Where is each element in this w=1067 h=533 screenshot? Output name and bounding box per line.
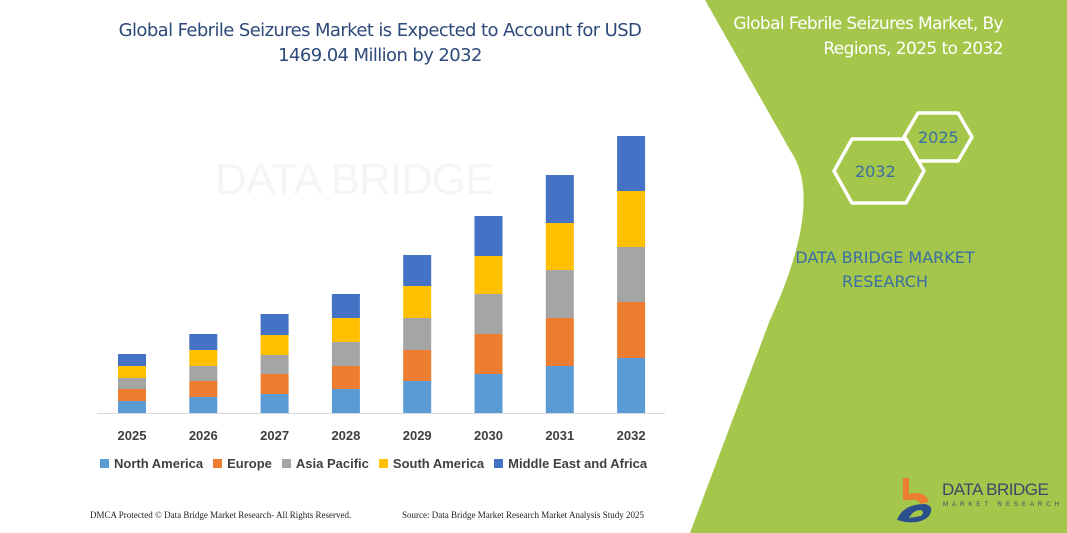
bar-middle-east-and-africa-2031 (545, 175, 574, 223)
bar-asia-pacific-2028 (331, 342, 360, 366)
bar-south-america-2027 (260, 335, 289, 355)
bar-europe-2027 (260, 374, 289, 394)
bar-middle-east-and-africa-2030 (474, 216, 503, 256)
bar-middle-east-and-africa-2026 (189, 334, 218, 350)
x-tick-label: 2027 (260, 428, 289, 443)
stacked-bar-chart: 2025 2026 2027 2028 2029 2030 2031 2032 (97, 136, 665, 443)
bar-europe-2025 (118, 389, 146, 401)
bar-middle-east-and-africa-2027 (260, 314, 289, 335)
legend-item: Europe (213, 456, 272, 471)
bar-north-america-2031 (545, 366, 574, 413)
brand-line1: DATA BRIDGE MARKET (795, 248, 975, 267)
bar-north-america-2030 (474, 374, 503, 413)
brand-line2: RESEARCH (842, 272, 928, 291)
bar-asia-pacific-2025 (118, 378, 146, 389)
legend-swatch (213, 459, 223, 468)
bar-asia-pacific-2027 (260, 355, 289, 374)
bar-north-america-2028 (331, 389, 360, 413)
legend-label: Europe (227, 456, 272, 471)
legend-swatch (281, 459, 291, 468)
x-tick-label: 2029 (403, 428, 432, 443)
side-title: Global Febrile Seizures Market, By Regio… (715, 12, 1003, 62)
legend-item: South America (378, 456, 485, 471)
legend-swatch (378, 459, 388, 468)
watermark: DATA BRIDGE (215, 155, 494, 204)
bar-south-america-2026 (189, 350, 218, 366)
legend-item: Asia Pacific (281, 456, 369, 471)
bar-middle-east-and-africa-2028 (331, 294, 360, 318)
bar-asia-pacific-2026 (189, 366, 218, 381)
bar-asia-pacific-2032 (617, 247, 646, 302)
chart-title: Global Febrile Seizures Market is Expect… (118, 20, 642, 66)
x-tick-label: 2032 (617, 428, 646, 443)
bar-south-america-2028 (331, 318, 360, 342)
bar-middle-east-and-africa-2032 (617, 136, 646, 191)
side-title-line2: Regions, 2025 to 2032 (823, 39, 1003, 59)
footer-source: Source: Data Bridge Market Research Mark… (402, 510, 644, 520)
bar-south-america-2029 (403, 286, 432, 318)
bar-europe-2030 (474, 334, 503, 374)
bar-europe-2031 (545, 318, 574, 366)
bar-europe-2028 (331, 366, 360, 389)
bar-south-america-2031 (545, 223, 574, 270)
bar-south-america-2030 (474, 256, 503, 294)
green-panel (690, 0, 1067, 533)
legend-swatch (494, 459, 504, 468)
bar-middle-east-and-africa-2029 (403, 255, 432, 286)
bar-asia-pacific-2029 (403, 318, 432, 350)
bar-north-america-2029 (403, 381, 432, 413)
bar-europe-2026 (189, 381, 218, 397)
bar-north-america-2026 (189, 397, 218, 413)
bar-europe-2032 (617, 302, 646, 358)
logo-subtext: MARKET RESEARCH (943, 502, 1063, 508)
x-tick-label: 2028 (331, 428, 360, 443)
bar-south-america-2025 (118, 366, 146, 378)
x-tick-label: 2030 (474, 428, 503, 443)
x-tick-label: 2026 (189, 428, 218, 443)
legend-swatch (100, 459, 109, 468)
legend-label: South America (392, 456, 485, 471)
bar-asia-pacific-2030 (474, 294, 503, 334)
bar-north-america-2025 (118, 401, 146, 413)
bar-north-america-2027 (260, 394, 289, 413)
x-tick-label: 2031 (545, 428, 574, 443)
x-tick-label: 2025 (118, 428, 147, 443)
legend-item: Middle East and Africa (494, 456, 647, 471)
bar-middle-east-and-africa-2025 (118, 354, 146, 366)
data-bridge-logo-icon (897, 478, 932, 523)
hex-label-2032: 2032 (855, 162, 896, 181)
chart-legend: North America Europe Asia Pacific South Ame… (100, 456, 647, 471)
bar-europe-2029 (403, 350, 432, 381)
hexagon-2025-icon (902, 111, 974, 163)
bar-asia-pacific-2031 (545, 270, 574, 318)
logo-text: DATA BRIDGE (942, 480, 1049, 499)
hex-label-2025: 2025 (918, 128, 959, 147)
legend-label: Middle East and Africa (508, 456, 648, 471)
bar-south-america-2032 (617, 191, 646, 247)
legend-item: North America (100, 456, 203, 471)
legend-label: North America (114, 456, 204, 471)
side-brand-text: DATA BRIDGE MARKET RESEARCH (700, 246, 1067, 294)
side-title-line1: Global Febrile Seizures Market, By (733, 14, 1003, 34)
bar-north-america-2032 (617, 358, 646, 413)
legend-label: Asia Pacific (295, 456, 369, 471)
footer-copyright: DMCA Protected © Data Bridge Market Rese… (90, 510, 352, 520)
